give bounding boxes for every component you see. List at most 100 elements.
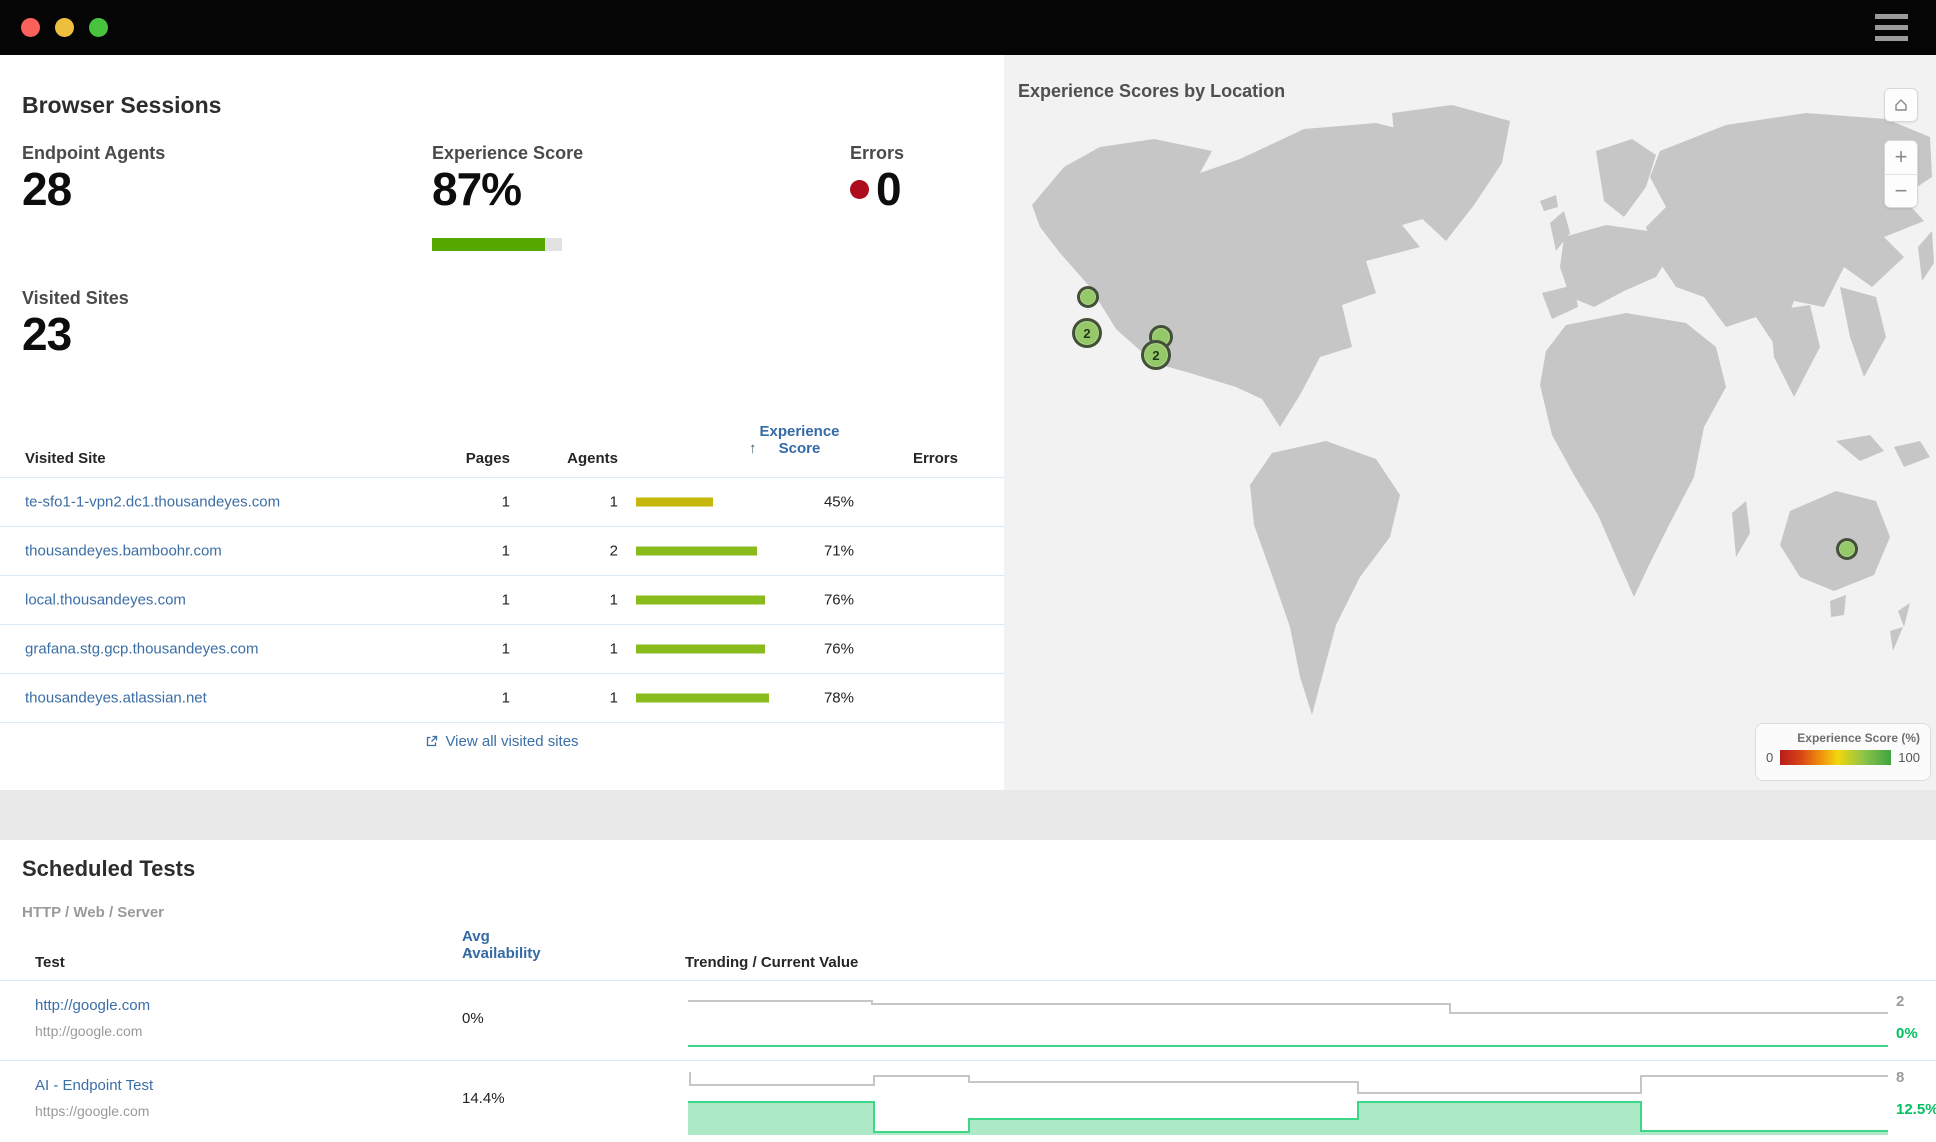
visited-site-row: thousandeyes.bamboohr.com 1 2 71%	[0, 527, 1004, 576]
map-location-marker[interactable]	[1836, 538, 1858, 560]
metric-label: Endpoint Agents	[22, 143, 166, 163]
visited-site-row: thousandeyes.atlassian.net 1 1 78%	[0, 674, 1004, 723]
visited-sites-footer: View all visited sites	[0, 733, 1004, 751]
map-location-marker[interactable]: 2	[1141, 340, 1171, 370]
experience-score-bar	[636, 497, 806, 507]
pages-value: 1	[501, 640, 510, 658]
column-header-errors[interactable]: Errors	[912, 450, 958, 467]
current-availability-value: 12.5%	[1896, 1101, 1936, 1118]
experience-score-progress-fill	[432, 238, 546, 251]
experience-score-value: 71%	[823, 542, 854, 560]
land-new-zealand-north	[1898, 603, 1910, 627]
experience-score-value: 45%	[823, 493, 854, 511]
experience-score-bar	[636, 693, 806, 703]
land-madagascar	[1732, 501, 1750, 557]
window-titlebar	[0, 0, 1936, 55]
visited-site-link[interactable]: thousandeyes.bamboohr.com	[25, 542, 222, 560]
column-header-visited-site[interactable]: Visited Site	[25, 450, 106, 467]
land-tasmania	[1830, 595, 1846, 617]
land-india	[1770, 305, 1820, 397]
legend-gradient	[1780, 750, 1892, 765]
land-north-america	[1032, 123, 1456, 427]
metric-visited-sites: Visited Sites 23	[22, 288, 129, 360]
experience-score-value: 76%	[823, 591, 854, 609]
zoom-in-button[interactable]: +	[1885, 141, 1917, 175]
view-all-visited-sites-link[interactable]: View all visited sites	[425, 733, 579, 750]
land-asia	[1646, 113, 1932, 347]
legend-title: Experience Score (%)	[1797, 731, 1920, 745]
land-japan	[1918, 231, 1934, 281]
scheduled-test-row: AI - Endpoint Test https://google.com 14…	[0, 1061, 1936, 1142]
avg-availability-value: 0%	[462, 1010, 484, 1027]
metric-label: Experience Score	[432, 143, 584, 163]
metric-value: 23	[22, 308, 72, 360]
marker-count-label: 2	[1152, 347, 1160, 363]
minimize-window-button[interactable]	[55, 18, 74, 37]
visited-site-row: local.thousandeyes.com 1 1 76%	[0, 576, 1004, 625]
avg-availability-value: 14.4%	[462, 1090, 505, 1107]
visited-sites-rows: te-sfo1-1-vpn2.dc1.thousandeyes.com 1 1 45%…	[0, 478, 1004, 723]
current-availability-value: 0%	[1896, 1025, 1918, 1042]
visited-sites-table-header: Visited Site Pages Agents Experience Sco…	[0, 423, 1004, 478]
map-home-button[interactable]	[1884, 88, 1918, 122]
legend-max: 100	[1898, 750, 1920, 765]
sort-ascending-icon: ↑	[749, 440, 757, 457]
map-legend: Experience Score (%) 0 100	[1755, 723, 1931, 781]
test-name-link[interactable]: http://google.com	[35, 997, 151, 1014]
section-title: Scheduled Tests	[22, 856, 196, 881]
zoom-out-button[interactable]: −	[1894, 178, 1908, 203]
test-target-url: https://google.com	[35, 1103, 150, 1119]
agents-value: 2	[609, 542, 618, 560]
legend-min: 0	[1766, 750, 1774, 765]
scheduled-tests-panel: Scheduled Tests HTTP / Web / Server Test…	[0, 840, 1936, 1142]
test-name-link[interactable]: AI - Endpoint Test	[35, 1077, 154, 1094]
land-australia	[1780, 491, 1890, 591]
visited-site-row: te-sfo1-1-vpn2.dc1.thousandeyes.com 1 1 45%	[0, 478, 1004, 527]
current-count-value: 8	[1896, 1069, 1905, 1086]
map-zoom-control: + −	[1884, 140, 1918, 208]
map-location-marker[interactable]: 2	[1072, 318, 1102, 348]
current-count-value: 2	[1896, 993, 1905, 1010]
column-header-label: Experience Score	[759, 423, 840, 457]
experience-score-bar	[636, 546, 806, 556]
land-south-america	[1250, 441, 1400, 715]
agents-value: 1	[609, 493, 618, 511]
home-icon	[1895, 99, 1907, 111]
land-new-guinea	[1894, 441, 1930, 467]
maximize-window-button[interactable]	[89, 18, 108, 37]
hamburger-menu-icon[interactable]	[1875, 14, 1908, 41]
trend-sparkline	[688, 1068, 1888, 1136]
agents-value: 1	[609, 640, 618, 658]
scheduled-test-row: http://google.com http://google.com 0% 2…	[0, 981, 1936, 1061]
land-indonesia	[1836, 435, 1884, 461]
visited-site-link[interactable]: thousandeyes.atlassian.net	[25, 689, 207, 707]
metric-value: 87%	[432, 163, 522, 215]
visited-site-link[interactable]: te-sfo1-1-vpn2.dc1.thousandeyes.com	[25, 493, 281, 511]
test-group-label: HTTP / Web / Server	[22, 904, 164, 921]
pages-value: 1	[501, 542, 510, 560]
metric-value: 28	[22, 163, 72, 215]
external-link-icon	[427, 735, 438, 747]
map-title: Experience Scores by Location	[1018, 81, 1286, 101]
visited-site-link[interactable]: local.thousandeyes.com	[25, 591, 186, 609]
map-location-marker[interactable]	[1077, 286, 1099, 308]
experience-score-progress	[432, 238, 562, 251]
column-header-test[interactable]: Test	[35, 954, 65, 971]
metric-value: 0	[876, 163, 902, 215]
experience-map-panel[interactable]: Experience Scores by Location + − 2 2 Exp…	[1004, 55, 1936, 790]
trend-sparkline	[688, 990, 1888, 1048]
agents-value: 1	[609, 591, 618, 609]
land-southeast-asia	[1840, 287, 1886, 377]
column-header-pages[interactable]: Pages	[465, 450, 510, 467]
close-window-button[interactable]	[21, 18, 40, 37]
pages-value: 1	[501, 591, 510, 609]
column-header-trending[interactable]: Trending / Current Value	[685, 954, 859, 971]
column-header-agents[interactable]: Agents	[567, 450, 618, 467]
experience-score-value: 78%	[823, 689, 854, 707]
pages-value: 1	[501, 493, 510, 511]
visited-site-link[interactable]: grafana.stg.gcp.thousandeyes.com	[25, 640, 259, 658]
land-scandinavia	[1596, 139, 1656, 217]
metric-label: Errors	[850, 143, 905, 163]
browser-sessions-panel: Browser Sessions Endpoint Agents 28 Expe…	[0, 55, 1004, 790]
